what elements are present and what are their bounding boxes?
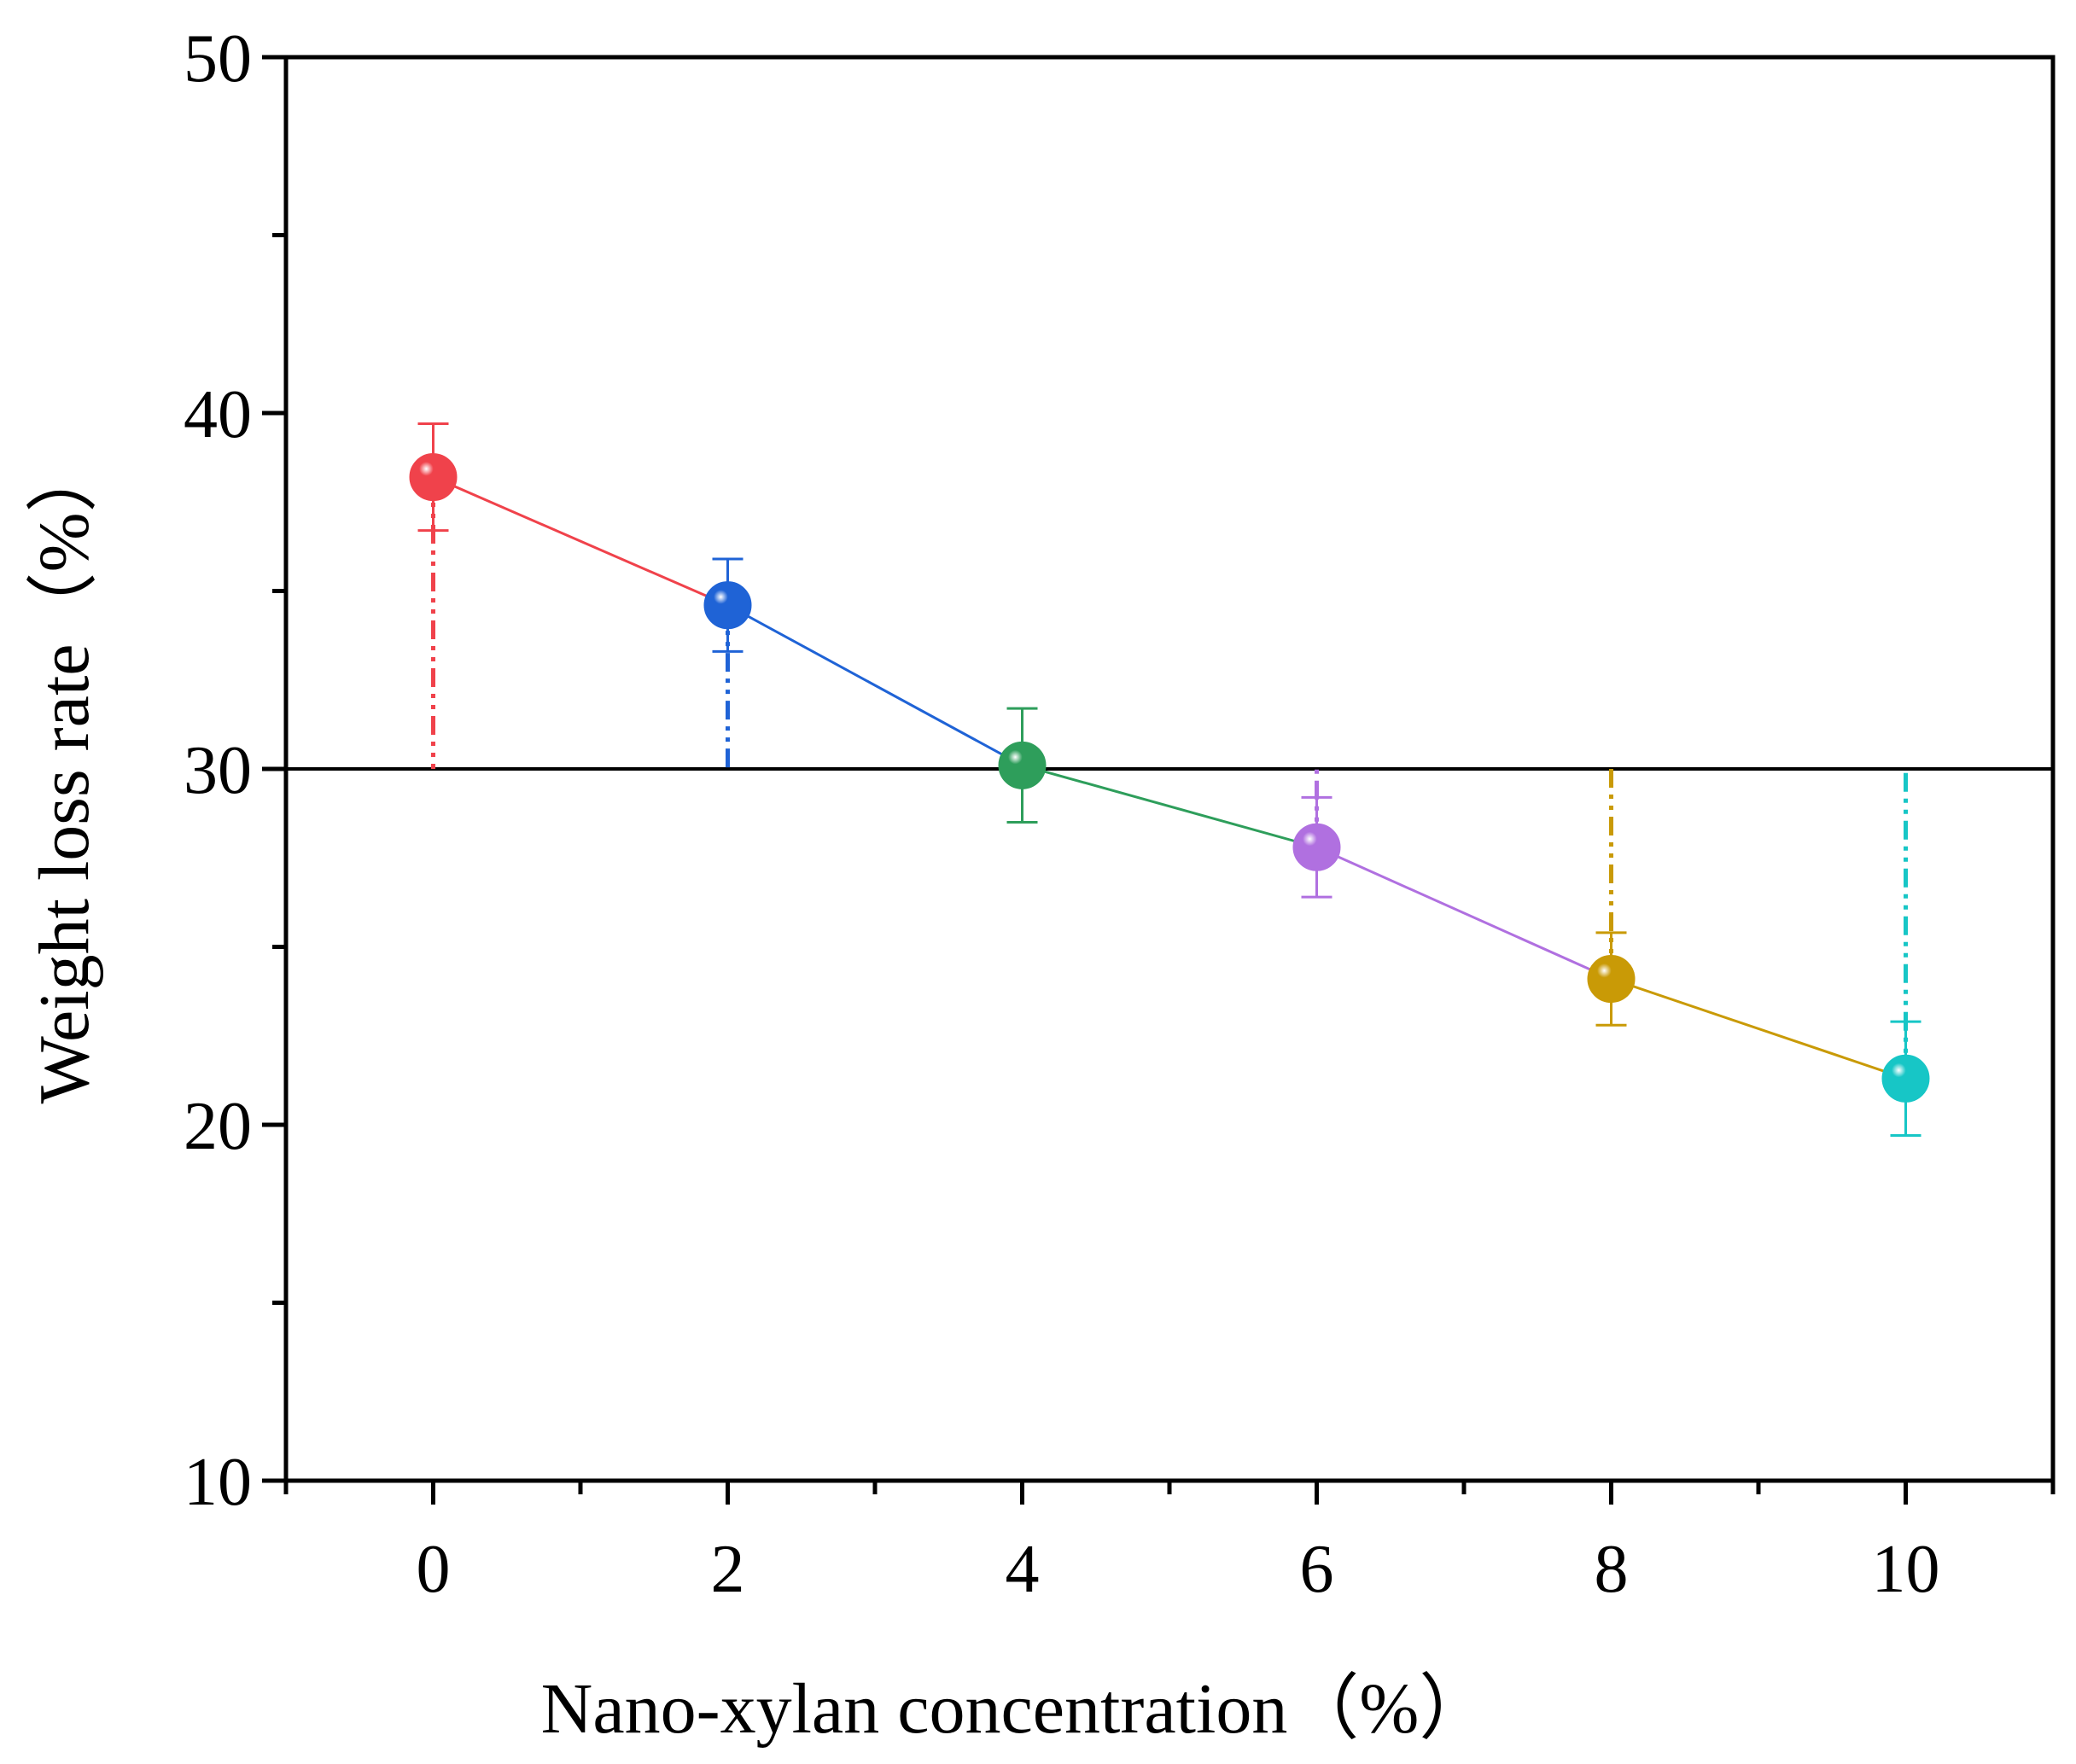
data-point (1587, 955, 1636, 1004)
data-point (1881, 1054, 1930, 1103)
x-tick-label: 8 (1595, 1532, 1629, 1607)
plot-frame (283, 55, 2056, 1483)
x-tick-label: 2 (711, 1532, 745, 1607)
connecting-line (432, 475, 729, 607)
connecting-line (726, 603, 1023, 767)
x-axis-title: Nano-xylan concentration（%） (541, 1669, 1491, 1749)
y-tick-label: 30 (184, 733, 252, 808)
x-tick-label: 4 (1006, 1532, 1040, 1607)
x-tick-label: 10 (1872, 1532, 1940, 1607)
data-point (998, 741, 1047, 789)
y-tick-label: 20 (184, 1089, 252, 1164)
y-tick-label: 10 (184, 1445, 252, 1520)
y-axis-title: Weight loss rate（%） (25, 440, 104, 1103)
connecting-line (1611, 977, 1906, 1080)
x-tick-label: 0 (417, 1532, 451, 1607)
x-tick-label: 6 (1300, 1532, 1334, 1607)
connecting-line (1022, 764, 1317, 849)
data-point (703, 581, 752, 630)
y-tick-label: 50 (184, 21, 252, 96)
y-tick-label: 40 (184, 377, 252, 452)
data-point (409, 453, 458, 502)
connecting-line (1315, 846, 1612, 981)
data-point (1292, 823, 1341, 871)
